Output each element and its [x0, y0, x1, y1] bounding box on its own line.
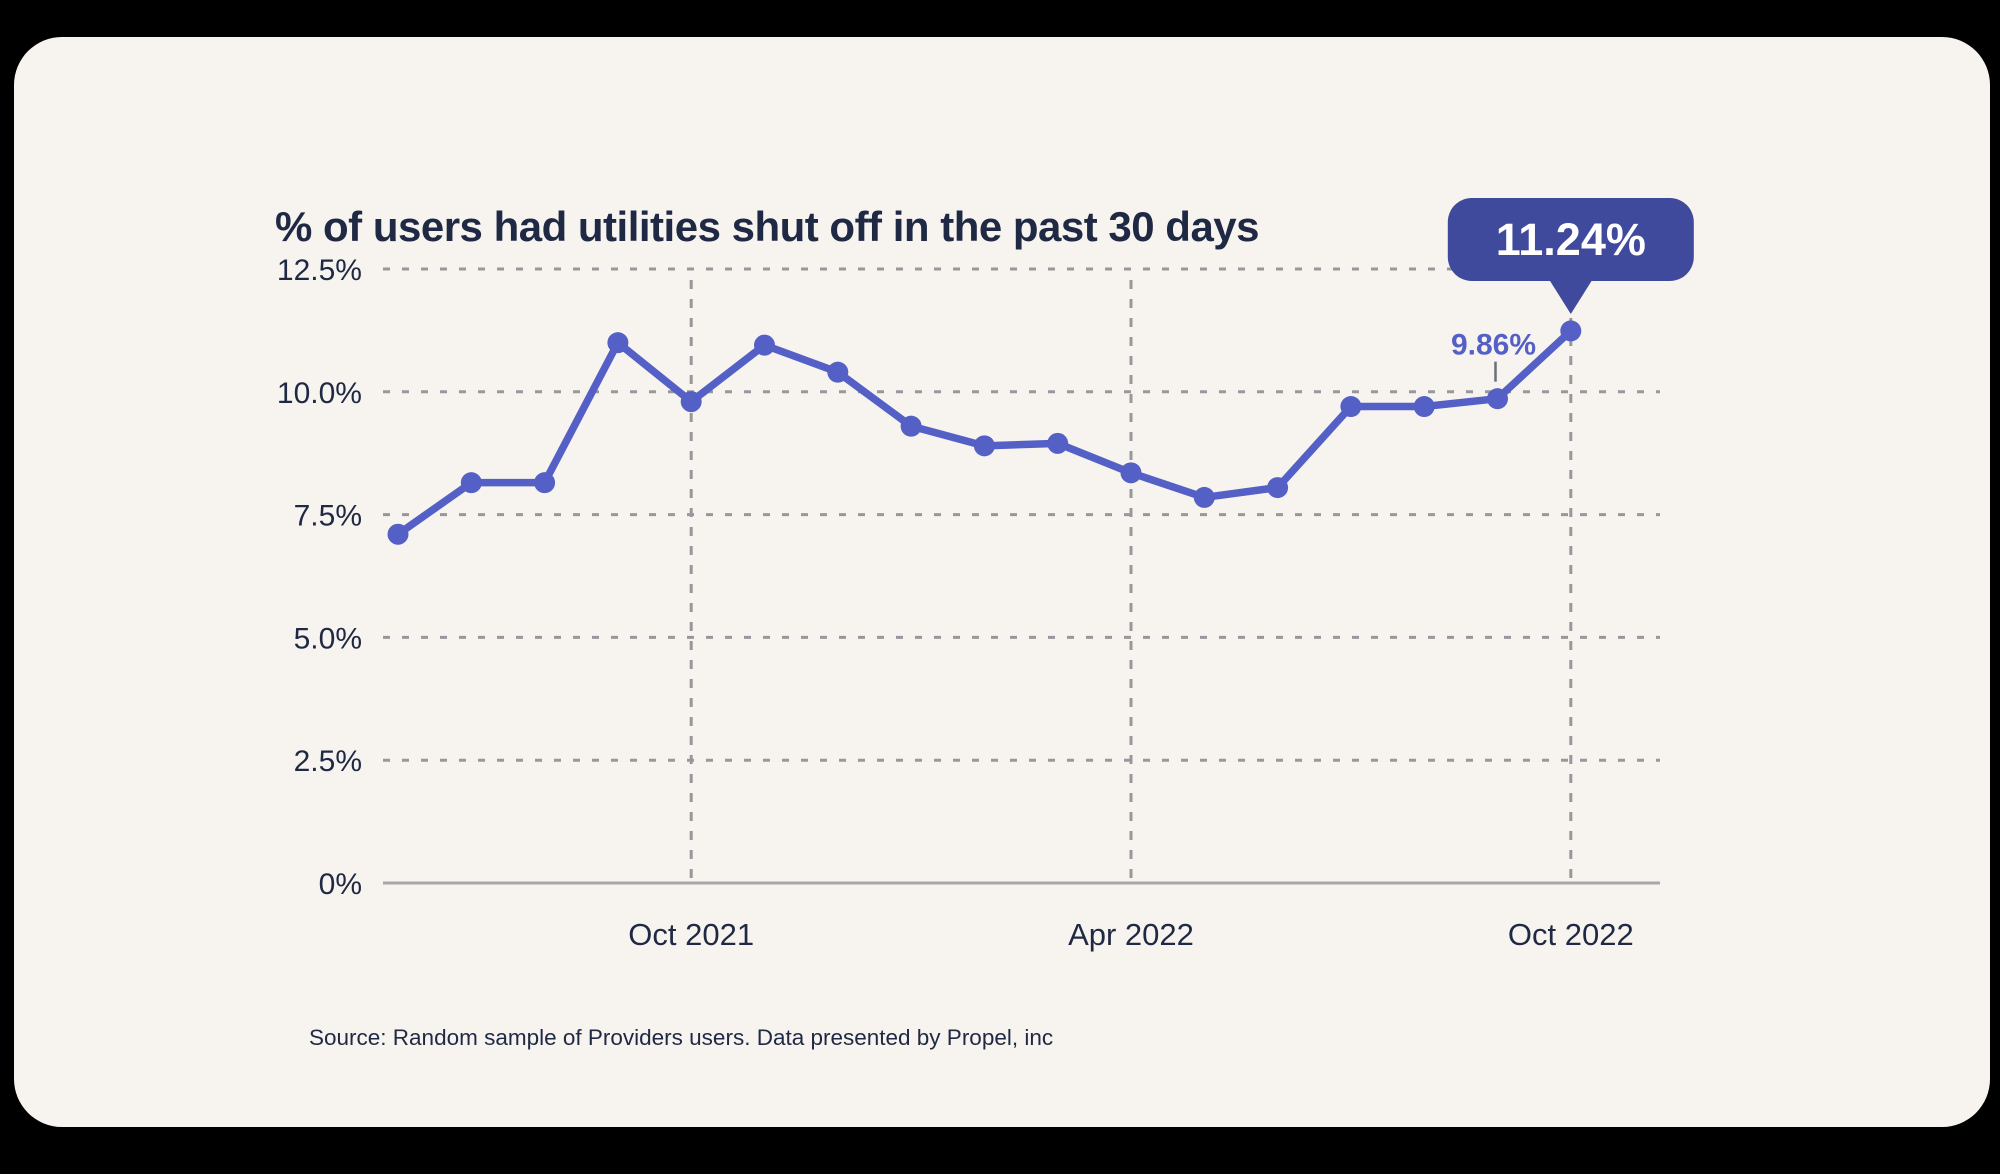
chart-title: % of users had utilities shut off in the…	[275, 203, 1260, 250]
y-tick-label: 7.5%	[294, 500, 362, 533]
data-point	[1120, 462, 1142, 484]
callout-value: 11.24%	[1496, 214, 1646, 265]
x-tick-label: Oct 2022	[1508, 917, 1634, 952]
y-tick-label: 10.0%	[277, 377, 362, 410]
data-line	[394, 327, 1575, 538]
data-point	[1560, 320, 1582, 342]
data-point	[900, 415, 922, 437]
data-point	[1193, 486, 1215, 508]
data-point	[1413, 396, 1435, 418]
source-note: Source: Random sample of Providers users…	[309, 1025, 1054, 1050]
callout-rect	[1447, 198, 1694, 281]
data-point	[534, 472, 556, 494]
data-point	[387, 523, 409, 545]
y-tick-label: 12.5%	[277, 254, 362, 287]
callout-tail	[1548, 279, 1593, 314]
point-annotation-label: 9.86%	[1451, 329, 1536, 362]
y-tick-label: 2.5%	[294, 745, 362, 778]
data-point	[460, 472, 482, 494]
data-point	[1487, 388, 1508, 410]
y-tick-label: 0%	[319, 868, 362, 901]
data-point	[1047, 432, 1069, 454]
data-point	[827, 361, 849, 383]
x-tick-label: Apr 2022	[1068, 917, 1194, 952]
callout-bubble: 11.24%	[1447, 198, 1694, 314]
data-point	[607, 332, 629, 354]
x-tick-label: Oct 2021	[628, 917, 754, 952]
data-point	[1267, 477, 1289, 499]
data-point	[973, 435, 995, 457]
y-tick-label: 5.0%	[294, 622, 362, 655]
data-point	[754, 334, 775, 356]
data-point	[1340, 396, 1362, 418]
data-point	[680, 391, 702, 413]
